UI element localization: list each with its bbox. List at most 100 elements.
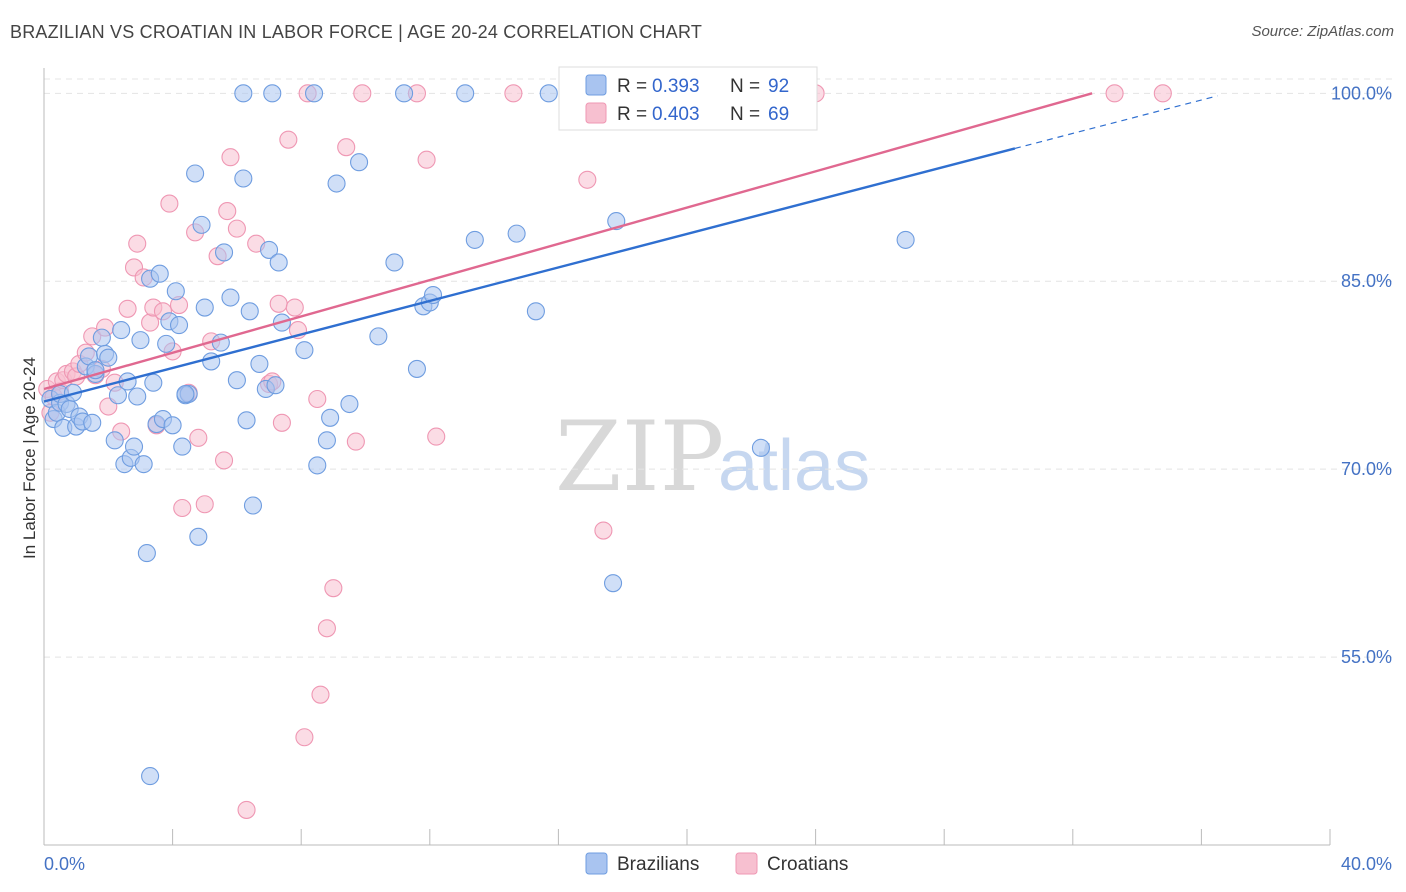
- brazilians-point: [263, 84, 282, 103]
- brazilians-point: [150, 264, 169, 283]
- brazilians-point: [321, 408, 340, 427]
- brazilians-points: [41, 84, 915, 786]
- brazilians-point: [92, 328, 111, 347]
- brazilians-point: [234, 169, 253, 188]
- brazilians-point: [751, 438, 770, 457]
- y-tick-label: 55.0%: [1341, 647, 1392, 667]
- brazilians-point: [169, 316, 189, 335]
- croatians-point: [427, 427, 446, 446]
- legend-n-label-croatians: N =: [730, 104, 760, 125]
- correlation-legend: R = 0.393 N = 92 R = 0.403 N = 69: [558, 66, 818, 131]
- croatians-point: [269, 294, 288, 313]
- axes: [43, 68, 1331, 846]
- brazilians-point: [385, 253, 404, 272]
- brazilians-point: [269, 253, 288, 272]
- brazilians-point: [137, 544, 156, 563]
- legend-swatch-brazilians: [585, 74, 607, 96]
- brazilians-point: [128, 387, 147, 406]
- brazilians-point: [131, 331, 150, 350]
- brazilians-point: [166, 282, 185, 301]
- brazilians-point: [134, 455, 153, 474]
- brazilians-point: [227, 371, 246, 390]
- brazilians-point: [240, 302, 259, 321]
- brazilians-point: [243, 496, 263, 515]
- brazilians-trend-line: [43, 147, 1016, 403]
- croatians-point: [218, 202, 237, 221]
- brazilians-point: [192, 215, 211, 234]
- legend-r-label-croatians: R =: [617, 104, 647, 125]
- legend-n-value-brazilians: 92: [768, 76, 789, 97]
- brazilians-point: [108, 386, 127, 405]
- legend-swatch-croatians-bottom: [735, 852, 758, 875]
- brazilians-point: [157, 334, 176, 353]
- y-tick-label: 100.0%: [1331, 83, 1392, 103]
- croatians-point: [279, 130, 298, 149]
- croatians-point: [308, 389, 327, 409]
- brazilians-point: [507, 224, 526, 243]
- legend-label-brazilians: Brazilians: [617, 854, 699, 875]
- watermark-zip: ZIP: [555, 401, 724, 513]
- brazilians-point: [896, 230, 915, 249]
- brazilians-point: [526, 302, 545, 321]
- brazilians-point: [259, 240, 279, 259]
- legend-swatch-brazilians-bottom: [585, 852, 608, 875]
- brazilians-point: [250, 354, 269, 373]
- legend-swatch-croatians: [585, 102, 607, 124]
- croatians-point: [237, 800, 256, 819]
- brazilians-point: [189, 527, 208, 546]
- brazilians-point: [604, 574, 623, 593]
- croatians-point: [195, 495, 214, 514]
- croatians-point: [272, 413, 291, 432]
- series-legend: Brazilians Croatians: [585, 852, 848, 875]
- brazilians-point: [214, 243, 234, 262]
- brazilians-point: [186, 164, 205, 183]
- brazilians-point: [105, 431, 124, 450]
- brazilians-point: [395, 84, 414, 103]
- croatians-point: [417, 150, 436, 169]
- chart-title: BRAZILIAN VS CROATIAN IN LABOR FORCE | A…: [10, 22, 703, 42]
- croatians-point: [221, 148, 240, 167]
- brazilians-point: [369, 327, 388, 346]
- brazilians-point: [350, 153, 369, 172]
- croatians-trend-line: [43, 92, 1093, 391]
- brazilians-point: [99, 348, 118, 367]
- croatians-point: [337, 138, 356, 157]
- croatians-point: [173, 498, 192, 518]
- brazilians-point: [173, 437, 192, 456]
- x-tick-label-min: 0.0%: [44, 854, 85, 874]
- brazilians-point: [465, 230, 484, 249]
- brazilians-trend-extension: [1014, 95, 1218, 150]
- legend-r-label-brazilians: R =: [617, 76, 647, 97]
- y-axis-label: In Labor Force | Age 20-24: [20, 357, 39, 559]
- brazilians-point: [141, 767, 160, 786]
- croatians-point: [346, 432, 365, 451]
- brazilians-point: [83, 413, 102, 432]
- brazilians-point: [234, 84, 253, 103]
- trend-lines: [43, 92, 1218, 403]
- croatians-point: [594, 521, 613, 540]
- brazilians-point: [305, 84, 324, 103]
- croatians-point: [1153, 84, 1172, 103]
- croatians-point: [317, 619, 336, 638]
- brazilians-point: [308, 456, 327, 475]
- brazilians-point: [456, 84, 475, 103]
- brazilians-point: [340, 394, 359, 414]
- brazilians-point: [266, 376, 285, 395]
- x-tick-label-max: 40.0%: [1341, 854, 1392, 874]
- grid-lines: [44, 78, 1392, 658]
- croatians-point: [504, 84, 523, 103]
- y-tick-label: 85.0%: [1341, 271, 1392, 291]
- croatians-point: [578, 170, 597, 189]
- croatians-point: [214, 451, 234, 470]
- source-label: Source: ZipAtlas.com: [1251, 23, 1394, 40]
- watermark-atlas: atlas: [718, 426, 870, 506]
- brazilians-point: [176, 384, 195, 404]
- brazilians-point: [407, 359, 426, 378]
- croatians-point: [353, 84, 372, 103]
- brazilians-point: [144, 373, 163, 392]
- legend-n-value-croatians: 69: [768, 104, 789, 125]
- legend-r-value-croatians: 0.403: [652, 104, 700, 125]
- brazilians-point: [539, 84, 558, 103]
- brazilians-point: [112, 321, 131, 340]
